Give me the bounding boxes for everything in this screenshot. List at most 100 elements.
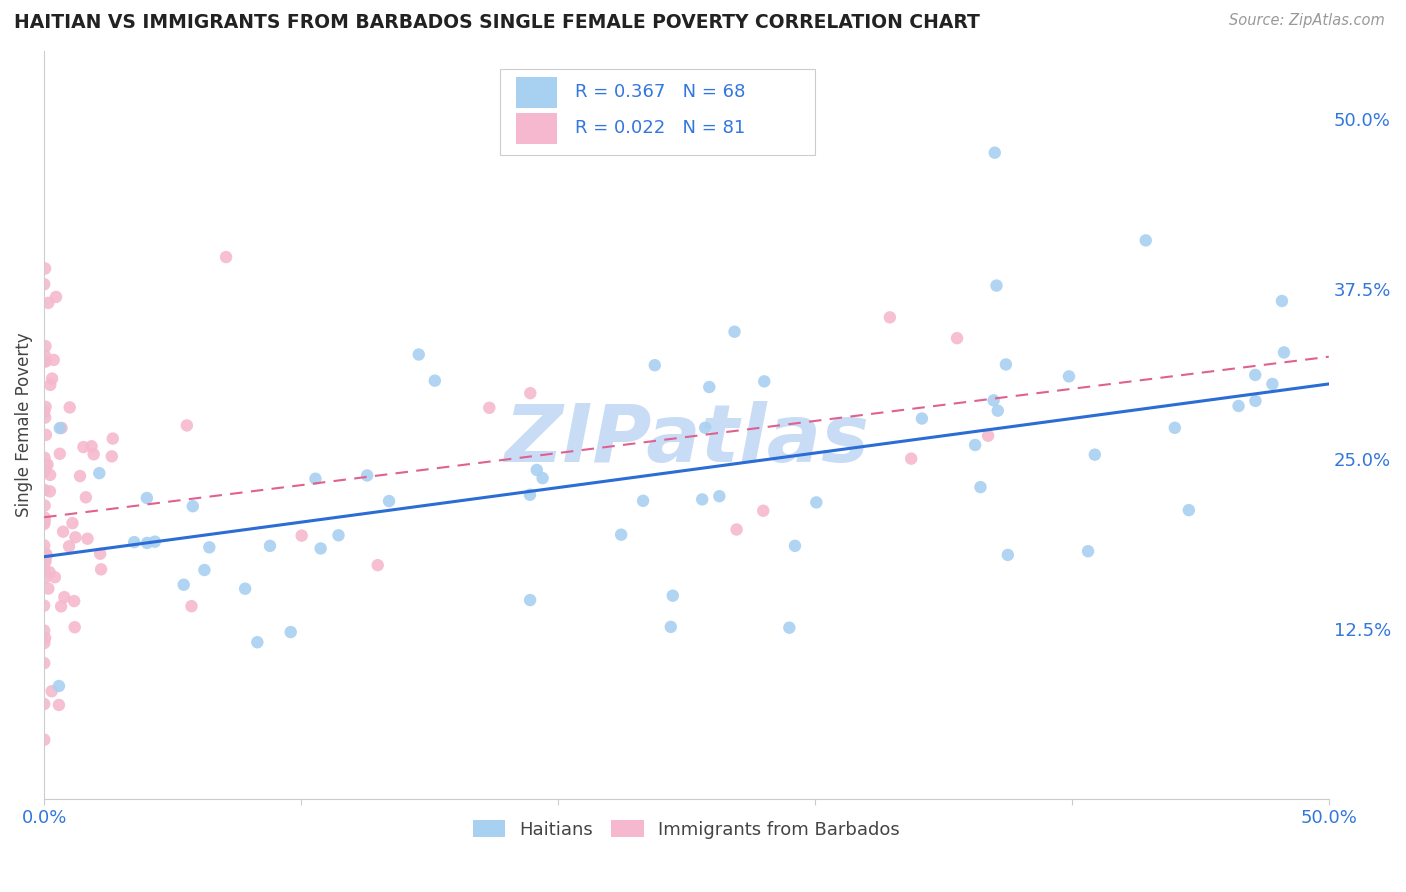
- Point: [80, 439, 103, 453]
- Point: [122, 535, 145, 549]
- Point: [58, 539, 80, 553]
- Point: [610, 527, 633, 541]
- Point: [52, 524, 75, 539]
- Point: [997, 548, 1019, 562]
- Point: [32, 516, 55, 531]
- Point: [631, 493, 654, 508]
- Point: [101, 432, 124, 446]
- Y-axis label: Single Female Poverty: Single Female Poverty: [15, 333, 32, 517]
- Point: [62, 516, 84, 530]
- Point: [34, 510, 56, 524]
- Point: [39, 484, 62, 499]
- Point: [246, 635, 269, 649]
- Point: [69, 469, 91, 483]
- Point: [215, 250, 238, 264]
- Point: [519, 593, 541, 607]
- Point: [977, 428, 1000, 442]
- Point: [983, 393, 1005, 408]
- Point: [697, 380, 720, 394]
- Point: [408, 347, 430, 361]
- Point: [423, 374, 446, 388]
- Point: [478, 401, 501, 415]
- Point: [34, 553, 56, 567]
- Point: [65, 530, 87, 544]
- Point: [356, 468, 378, 483]
- Point: [135, 491, 157, 505]
- Point: [44, 570, 66, 584]
- Point: [63, 594, 86, 608]
- Point: [1077, 544, 1099, 558]
- Point: [526, 463, 548, 477]
- Point: [193, 563, 215, 577]
- Point: [180, 599, 202, 614]
- Point: [1084, 448, 1107, 462]
- Point: [34, 261, 56, 276]
- Point: [690, 492, 713, 507]
- Point: [37, 458, 59, 472]
- Point: [51, 421, 73, 435]
- Point: [911, 411, 934, 425]
- Point: [34, 348, 56, 362]
- Point: [662, 589, 685, 603]
- Point: [328, 528, 350, 542]
- Point: [76, 532, 98, 546]
- Point: [806, 495, 828, 509]
- Point: [32, 354, 55, 368]
- Point: [90, 562, 112, 576]
- Point: [89, 547, 111, 561]
- Point: [378, 494, 401, 508]
- Point: [965, 438, 987, 452]
- Point: [1135, 234, 1157, 248]
- Point: [34, 631, 56, 645]
- Point: [778, 621, 800, 635]
- Point: [754, 375, 776, 389]
- Point: [42, 353, 65, 368]
- Text: Source: ZipAtlas.com: Source: ZipAtlas.com: [1229, 13, 1385, 29]
- Point: [45, 290, 67, 304]
- Point: [38, 566, 60, 580]
- Point: [783, 539, 806, 553]
- Point: [101, 450, 124, 464]
- Point: [34, 464, 56, 478]
- Point: [34, 339, 56, 353]
- Point: [32, 516, 55, 530]
- Point: [32, 697, 55, 711]
- Point: [1244, 393, 1267, 408]
- Point: [367, 558, 389, 573]
- Text: R = 0.367   N = 68: R = 0.367 N = 68: [575, 83, 745, 101]
- Point: [89, 466, 111, 480]
- Point: [49, 599, 72, 614]
- Point: [32, 538, 55, 552]
- Point: [879, 310, 901, 325]
- Point: [35, 549, 58, 563]
- Point: [37, 582, 59, 596]
- Point: [531, 471, 554, 485]
- Point: [32, 404, 55, 418]
- Point: [72, 440, 94, 454]
- Point: [34, 563, 56, 577]
- Point: [1244, 368, 1267, 382]
- Point: [34, 547, 56, 561]
- Point: [946, 331, 969, 345]
- Point: [32, 656, 55, 670]
- Point: [34, 555, 56, 569]
- Point: [34, 354, 56, 368]
- Point: [34, 400, 56, 414]
- Point: [752, 504, 775, 518]
- Point: [984, 145, 1007, 160]
- Point: [75, 491, 97, 505]
- Point: [39, 467, 62, 482]
- Point: [59, 401, 82, 415]
- Point: [143, 534, 166, 549]
- Point: [173, 578, 195, 592]
- Point: [35, 427, 58, 442]
- Point: [1272, 345, 1295, 359]
- Point: [723, 325, 745, 339]
- Point: [1057, 369, 1080, 384]
- Point: [32, 599, 55, 613]
- Point: [695, 421, 717, 435]
- Point: [34, 636, 56, 650]
- Point: [994, 358, 1017, 372]
- Point: [987, 403, 1010, 417]
- Point: [176, 418, 198, 433]
